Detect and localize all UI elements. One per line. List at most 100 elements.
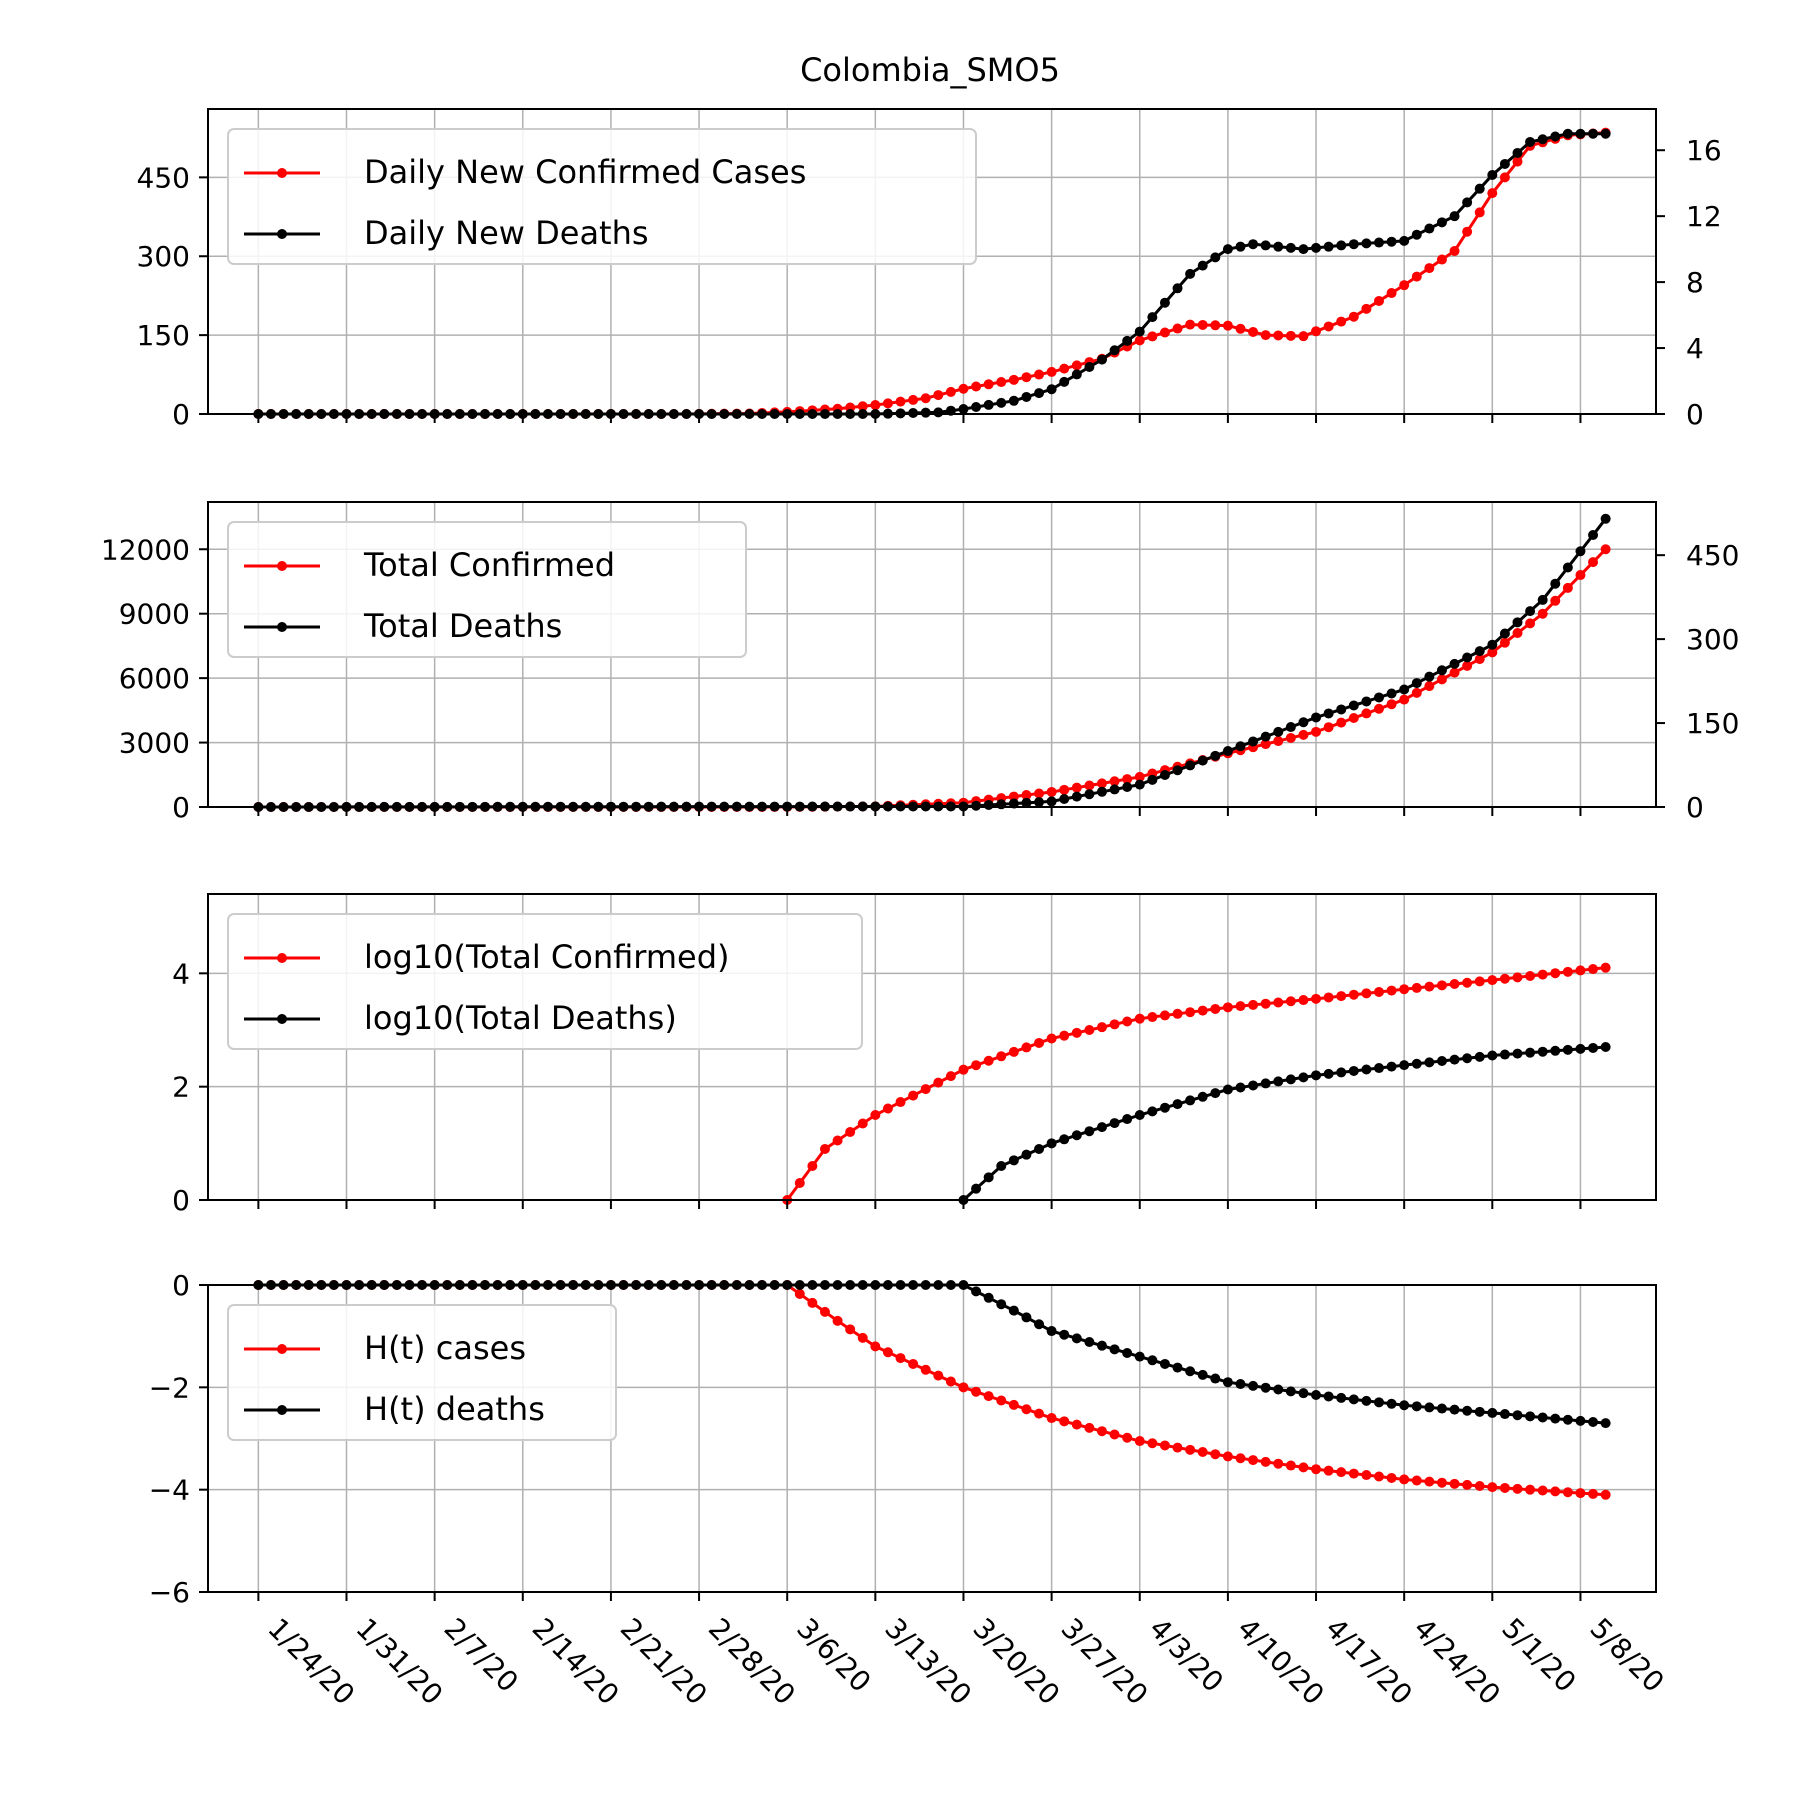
data-point (1336, 1067, 1347, 1078)
data-point (1373, 703, 1384, 714)
data-point (1059, 376, 1070, 387)
data-point (1474, 207, 1485, 218)
data-point (1260, 739, 1271, 750)
data-point (1537, 608, 1548, 619)
legend-box (227, 521, 747, 658)
data-point (1436, 217, 1447, 228)
data-point (1411, 1475, 1422, 1486)
data-point (1562, 966, 1573, 977)
data-point (1348, 713, 1359, 724)
series-line (785, 966, 1606, 1201)
data-point (1260, 240, 1271, 251)
data-point (1436, 1477, 1447, 1488)
data-point (1600, 1418, 1611, 1429)
right-y-tick-label: 4 (1686, 332, 1704, 365)
data-point (1449, 1404, 1460, 1415)
data-point (1185, 760, 1196, 771)
data-point (819, 1306, 830, 1317)
data-point (1248, 1455, 1259, 1466)
data-point (1021, 790, 1032, 801)
data-point (1008, 1399, 1019, 1410)
data-point (1512, 147, 1523, 158)
data-point (1386, 1472, 1397, 1483)
data-point (1499, 637, 1510, 648)
data-point (1260, 1078, 1271, 1089)
data-point (1185, 1444, 1196, 1455)
data-point (1323, 708, 1334, 719)
data-point (1499, 973, 1510, 984)
data-point (1373, 237, 1384, 248)
y-tick-label: 12000 (101, 533, 190, 566)
data-point (1134, 1013, 1145, 1024)
data-point (1411, 271, 1422, 282)
data-point (1235, 1082, 1246, 1093)
data-point (1550, 578, 1561, 589)
data-point (1550, 1486, 1561, 1497)
data-point (1575, 1043, 1586, 1054)
y-tick-label: 3000 (119, 727, 190, 760)
data-point (1298, 1072, 1309, 1083)
data-point (1210, 1003, 1221, 1014)
data-point (1046, 1033, 1057, 1044)
data-point (1046, 1413, 1057, 1424)
data-point (1109, 776, 1120, 787)
data-point (1273, 1076, 1284, 1087)
data-point (832, 1315, 843, 1326)
data-point (1084, 1126, 1095, 1137)
data-point (1311, 726, 1322, 737)
y-tick-label: −2 (149, 1371, 190, 1404)
data-point (1462, 1053, 1473, 1064)
data-point (1462, 226, 1473, 237)
data-point (845, 1324, 856, 1335)
data-point (1260, 731, 1271, 742)
data-point (1273, 726, 1284, 737)
data-point (1147, 331, 1158, 342)
data-point (1600, 962, 1611, 973)
data-point (1600, 544, 1611, 555)
data-point (1210, 1449, 1221, 1460)
data-point (1172, 1008, 1183, 1019)
data-point (1034, 1408, 1045, 1419)
data-point (1537, 1412, 1548, 1423)
data-point (1172, 1362, 1183, 1373)
data-point (1323, 1465, 1334, 1476)
x-tick-label: 2/21/20 (614, 1612, 714, 1712)
data-point (1348, 239, 1359, 250)
data-point (1562, 1487, 1573, 1498)
data-point (845, 1127, 856, 1137)
x-tick-label: 5/1/20 (1495, 1612, 1582, 1699)
legend-label: Total Deaths (363, 607, 562, 645)
data-point (1059, 1134, 1070, 1145)
data-point (996, 1299, 1007, 1310)
y-tick-label: 0 (172, 1269, 190, 1302)
data-point (1512, 628, 1523, 639)
data-point (1436, 674, 1447, 685)
data-point (1235, 1001, 1246, 1012)
legend-label: Daily New Confirmed Cases (364, 153, 806, 191)
x-tick-label: 3/20/20 (967, 1612, 1067, 1712)
legend-swatch-marker (277, 953, 287, 963)
data-point (1436, 1056, 1447, 1067)
data-point (1462, 652, 1473, 663)
legend-box (227, 128, 977, 265)
data-point (1411, 1058, 1422, 1069)
data-point (1159, 1102, 1170, 1113)
data-point (1134, 1110, 1145, 1120)
y-tick-label: 300 (137, 240, 190, 273)
data-point (908, 394, 919, 405)
data-point (1449, 211, 1460, 222)
data-point (1449, 245, 1460, 256)
data-point (1021, 1042, 1032, 1053)
data-point (1499, 1049, 1510, 1060)
data-point (1499, 1409, 1510, 1420)
data-point (971, 1386, 982, 1397)
data-point (920, 1084, 931, 1095)
data-point (1172, 1099, 1183, 1110)
data-point (1235, 1453, 1246, 1464)
data-point (1109, 784, 1120, 795)
data-point (1273, 1384, 1284, 1395)
data-point (1197, 1005, 1208, 1016)
data-point (1311, 326, 1322, 337)
data-point (1122, 1347, 1133, 1358)
data-point (1222, 320, 1233, 331)
